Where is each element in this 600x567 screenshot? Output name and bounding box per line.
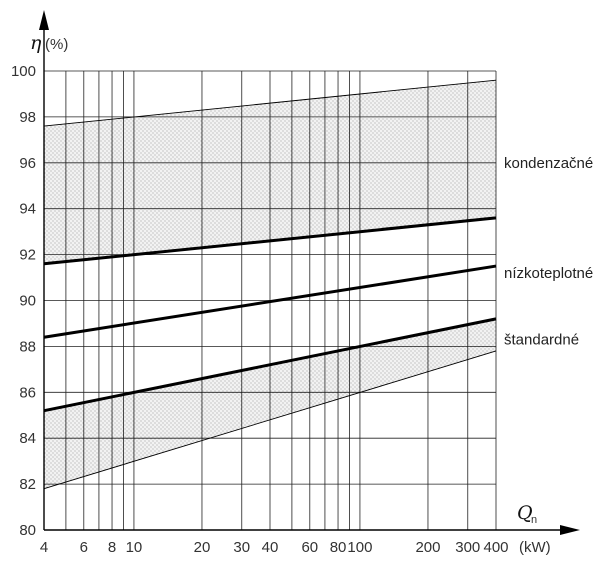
y-tick-label: 84 bbox=[19, 430, 36, 447]
x-tick-label: 8 bbox=[108, 539, 116, 556]
x-axis-subscript: n bbox=[531, 514, 537, 526]
x-tick-label: 4 bbox=[40, 539, 48, 556]
annotation-standardne: štandardné bbox=[504, 332, 579, 349]
annotation-nizkoteplotne: nízkoteplotné bbox=[504, 265, 593, 282]
series-line-4 bbox=[43, 350, 497, 490]
x-tick-label: 200 bbox=[415, 539, 440, 556]
y-tick-label: 80 bbox=[19, 522, 36, 539]
x-axis-symbol: Q bbox=[517, 502, 533, 524]
x-tick-label: 30 bbox=[233, 539, 250, 556]
x-tick-label: 40 bbox=[262, 539, 279, 556]
annotation-kondenzacne: kondenzačné bbox=[504, 155, 593, 172]
y-tick-label: 96 bbox=[19, 155, 36, 172]
x-tick-label: 10 bbox=[126, 539, 143, 556]
y-tick-label: 98 bbox=[19, 109, 36, 126]
series-line-1 bbox=[43, 264, 497, 339]
x-tick-label: 100 bbox=[347, 539, 372, 556]
y-axis-arrow bbox=[39, 10, 49, 30]
series-line-3 bbox=[43, 79, 497, 127]
series-line-2 bbox=[43, 317, 497, 413]
series-line-0 bbox=[43, 216, 497, 266]
axes bbox=[39, 10, 580, 535]
y-tick-label: 88 bbox=[19, 338, 36, 355]
x-tick-label: 400 bbox=[483, 539, 508, 556]
x-tick-label: 300 bbox=[455, 539, 480, 556]
y-tick-label: 82 bbox=[19, 476, 36, 493]
y-tick-label: 100 bbox=[11, 63, 36, 80]
y-tick-label: 86 bbox=[19, 384, 36, 401]
x-tick-label: 6 bbox=[80, 539, 88, 556]
y-axis-unit: (%) bbox=[45, 36, 68, 53]
x-tick-label: 80 bbox=[330, 539, 347, 556]
series-lines bbox=[43, 79, 497, 490]
y-tick-label: 94 bbox=[19, 201, 36, 218]
grid bbox=[43, 70, 497, 531]
x-axis-unit: (kW) bbox=[519, 539, 551, 556]
x-tick-label: 20 bbox=[194, 539, 211, 556]
y-axis-symbol: η bbox=[30, 32, 42, 54]
y-tick-label: 90 bbox=[19, 293, 36, 310]
x-tick-label: 60 bbox=[301, 539, 318, 556]
y-tick-label: 92 bbox=[19, 247, 36, 264]
x-axis-arrow bbox=[560, 525, 580, 535]
